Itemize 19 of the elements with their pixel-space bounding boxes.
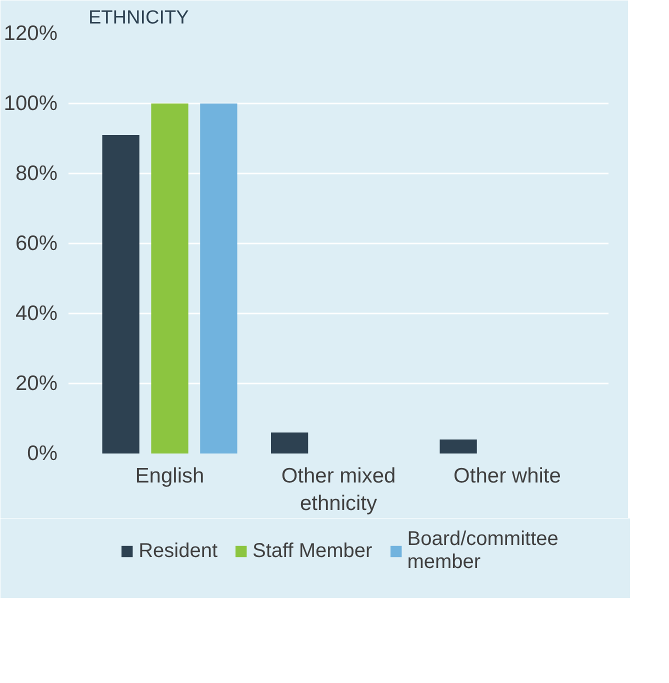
x-tick-label: Other white (454, 464, 561, 488)
legend-label: Staff Member (252, 540, 372, 562)
bar (102, 135, 140, 454)
chart-title: ETHNICITY (88, 8, 190, 28)
x-tick-label: Other mixed ethnicity (281, 464, 396, 516)
x-tick-label: English (135, 464, 204, 488)
y-tick-label: 20% (15, 372, 58, 395)
bar (440, 440, 477, 454)
y-tick-label: 0% (27, 442, 58, 465)
legend-label: Board/committee member (407, 528, 558, 574)
y-tick-label: 100% (4, 92, 58, 115)
y-tick-label: 120% (4, 22, 58, 45)
y-tick-label: 80% (15, 162, 58, 185)
legend-label: Resident (138, 540, 218, 562)
bar (271, 432, 308, 454)
bar (151, 104, 188, 454)
y-tick-label: 40% (15, 302, 58, 325)
bar (200, 104, 238, 454)
y-tick-label: 60% (15, 232, 58, 255)
